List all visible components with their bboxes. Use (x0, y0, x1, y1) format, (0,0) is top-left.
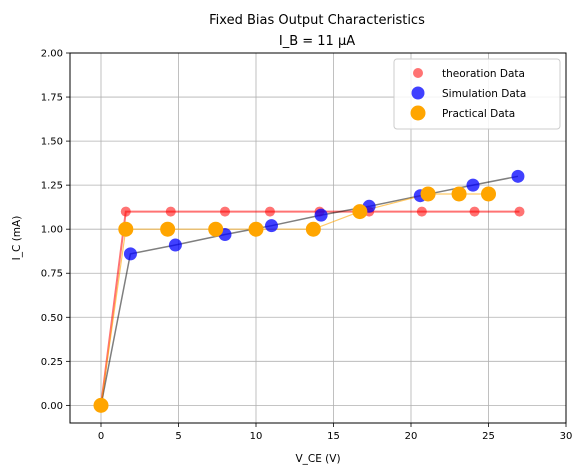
x-tick-label: 30 (560, 431, 573, 442)
practical-data-point (160, 221, 176, 237)
practical-data-point (118, 221, 134, 237)
chart-title: Fixed Bias Output Characteristics (209, 13, 425, 28)
legend-label: Simulation Data (442, 88, 526, 100)
practical-data-point (352, 204, 368, 220)
practical-data-point (248, 221, 264, 237)
theoration-data-point (264, 206, 275, 217)
y-tick-label: 0.75 (41, 269, 63, 280)
legend-marker (411, 86, 425, 100)
simulation-data-point (466, 178, 480, 192)
theoration-data-line (100, 210, 520, 406)
theoration-data-point (514, 206, 525, 217)
simulation-data-line (100, 175, 519, 406)
theoration-data-point (416, 206, 427, 217)
x-axis-label: V_CE (V) (295, 453, 340, 465)
theoration-data-point (120, 206, 131, 217)
practical-data-line (100, 193, 489, 406)
practical-data-point (481, 186, 496, 202)
simulation-data-point (314, 208, 328, 222)
legend-marker (413, 68, 423, 78)
y-tick-label: 0.00 (41, 401, 63, 412)
legend-marker (410, 105, 426, 121)
y-tick-label: 0.25 (41, 357, 63, 368)
theoration-data-point (469, 206, 480, 217)
simulation-data-point (123, 247, 137, 261)
practical-data-point (420, 186, 436, 202)
practical-data-point (305, 221, 321, 237)
x-tick-label: 15 (327, 431, 340, 442)
practical-data-point (451, 186, 467, 202)
y-tick-label: 1.75 (41, 93, 63, 104)
y-tick-label: 1.00 (41, 225, 63, 236)
y-tick-label: 0.50 (41, 313, 63, 324)
theoration-data-point (165, 206, 176, 217)
x-tick-label: 25 (482, 431, 495, 442)
practical-data-point (93, 397, 109, 413)
legend-label: theoration Data (442, 68, 525, 80)
y-tick-label: 1.50 (41, 137, 63, 148)
y-tick-label: 2.00 (41, 49, 63, 60)
grid (70, 52, 567, 423)
theoration-data-point (220, 206, 230, 217)
practical-data-point (208, 221, 224, 237)
y-axis-label: I_C (mA) (11, 216, 23, 261)
legend-label: Practical Data (442, 108, 515, 120)
x-tick-label: 0 (98, 431, 104, 442)
plot-frame (69, 52, 567, 424)
series-layer (93, 169, 525, 413)
chart-subtitle: I_B = 11 µA (279, 34, 355, 49)
simulation-data-point (511, 169, 525, 183)
ticks: 0 5 10 15 20 25 30 0.00 0.25 0.50 0.75 1.00 1.25 1.50… (41, 49, 573, 443)
x-tick-label: 5 (175, 431, 181, 442)
legend-box (393, 58, 561, 130)
simulation-data-point (168, 238, 182, 252)
simulation-data-point (265, 219, 278, 233)
y-tick-label: 1.25 (41, 181, 63, 192)
legend: theoration Data Simulation Data Practical … (393, 58, 561, 130)
x-tick-label: 10 (250, 431, 263, 442)
x-tick-label: 20 (405, 431, 418, 442)
